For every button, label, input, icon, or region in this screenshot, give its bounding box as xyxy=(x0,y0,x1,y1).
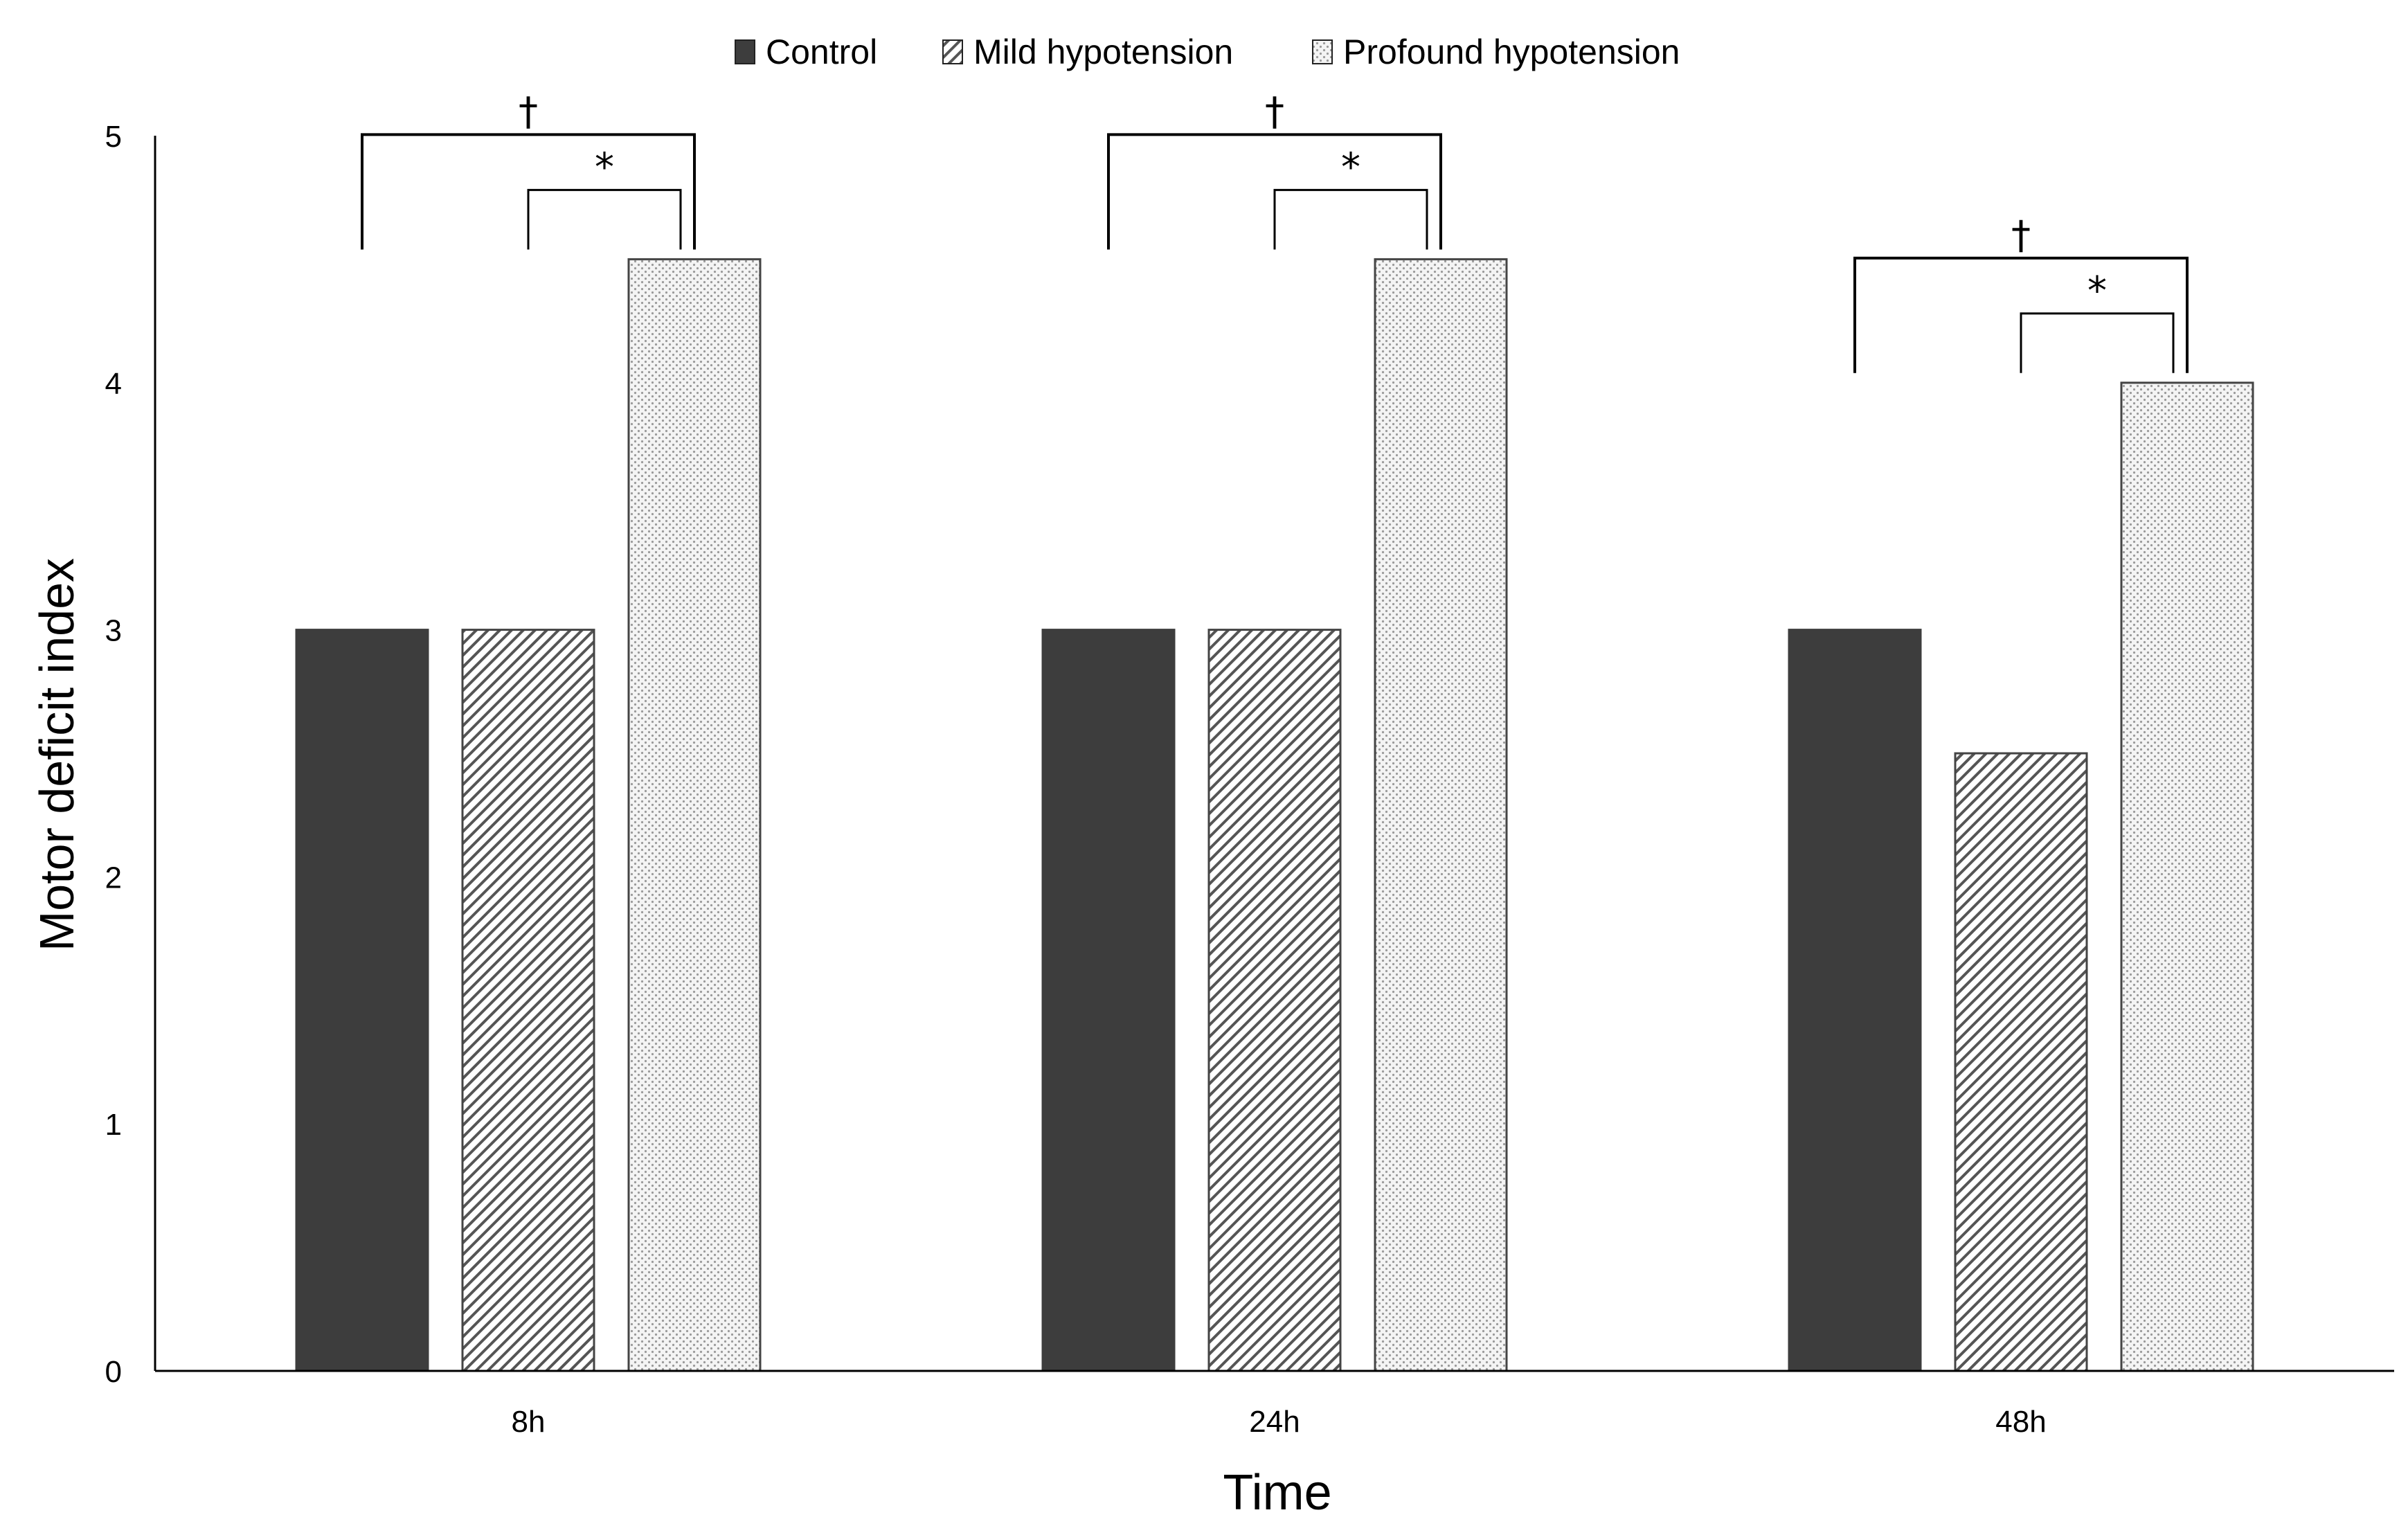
bar-mild-hypotension-24h xyxy=(1207,629,1342,1372)
sig-symbol: * xyxy=(1341,145,1360,190)
sig-bracket-line xyxy=(361,133,696,250)
bar-mild-hypotension-8h xyxy=(461,629,595,1372)
x-tick-label-48h: 48h xyxy=(1995,1405,2046,1439)
sig-bracket-24h-control-vs-profound: † xyxy=(1107,89,1442,250)
legend-label-control: Control xyxy=(766,33,877,71)
sig-symbol: † xyxy=(2011,213,2031,258)
bar-profound-hypotension-8h xyxy=(627,258,762,1372)
sig-bracket-48h-mild-vs-profound: * xyxy=(2020,269,2175,373)
bar-control-48h xyxy=(1788,629,1922,1372)
sig-symbol: † xyxy=(519,89,538,134)
bar-profound-hypotension-48h xyxy=(2120,381,2254,1372)
axes: 0 1 2 3 4 5 8h 24h 48h xyxy=(105,120,2394,1439)
legend-item-control: Control xyxy=(735,33,877,71)
sig-bracket-line xyxy=(2020,312,2175,373)
sig-symbol: † xyxy=(1265,89,1284,134)
y-tick-label: 0 xyxy=(105,1355,122,1389)
x-tick-label-24h: 24h xyxy=(1249,1405,1300,1439)
y-tick-label: 4 xyxy=(105,367,122,401)
y-tick-label: 2 xyxy=(105,861,122,895)
sig-symbol: * xyxy=(2087,269,2107,314)
sig-bracket-8h-mild-vs-profound: * xyxy=(527,145,682,250)
legend: Control Mild hypotension Profound hypotens… xyxy=(735,33,1680,71)
sig-bracket-line xyxy=(527,188,682,250)
significance-brackets: † * † * † * xyxy=(361,89,2189,373)
y-tick-label: 1 xyxy=(105,1108,122,1142)
y-tick-label: 3 xyxy=(105,614,122,648)
legend-item-profound-hypotension: Profound hypotension xyxy=(1312,33,1680,71)
bar-control-24h xyxy=(1041,629,1176,1372)
y-tick-label: 5 xyxy=(105,120,122,154)
legend-swatch-control xyxy=(735,39,755,64)
sig-bracket-line xyxy=(1853,256,2189,373)
legend-item-mild-hypotension: Mild hypotension xyxy=(942,33,1233,71)
sig-symbol: * xyxy=(595,145,614,190)
sig-bracket-8h-control-vs-profound: † xyxy=(361,89,696,250)
legend-label-profound-hypotension: Profound hypotension xyxy=(1343,33,1680,71)
bar-mild-hypotension-48h xyxy=(1954,752,2088,1372)
bar-control-8h xyxy=(295,629,429,1372)
sig-bracket-line xyxy=(1273,188,1428,250)
bars xyxy=(295,258,2254,1372)
legend-swatch-mild-hypotension xyxy=(942,39,963,64)
legend-swatch-profound-hypotension xyxy=(1312,39,1333,64)
y-axis-title: Motor deficit index xyxy=(30,558,84,951)
bar-profound-hypotension-24h xyxy=(1374,258,1508,1372)
sig-bracket-48h-control-vs-profound: † xyxy=(1853,213,2189,373)
x-axis-title: Time xyxy=(1223,1465,1331,1520)
sig-bracket-24h-mild-vs-profound: * xyxy=(1273,145,1428,250)
x-tick-label-8h: 8h xyxy=(512,1405,546,1439)
sig-bracket-line xyxy=(1107,133,1442,250)
legend-label-mild-hypotension: Mild hypotension xyxy=(973,33,1233,71)
